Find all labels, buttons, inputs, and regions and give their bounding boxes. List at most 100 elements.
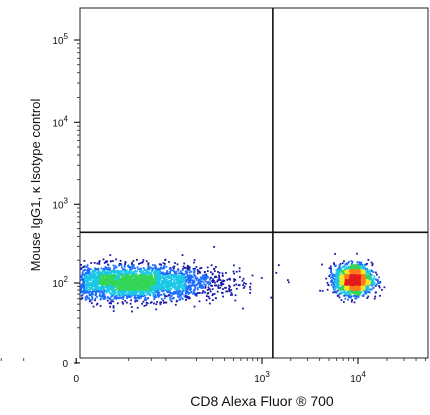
event-dot	[114, 278, 117, 281]
event-dot	[166, 291, 169, 294]
event-dot	[130, 306, 133, 308]
event-dot	[124, 288, 127, 291]
event-dot	[96, 272, 99, 275]
event-dot	[357, 296, 360, 298]
event-dot	[129, 272, 132, 275]
event-dot	[103, 271, 106, 274]
event-dot	[92, 270, 94, 272]
event-dot	[196, 288, 199, 291]
event-dot	[122, 269, 125, 272]
event-dot	[157, 276, 160, 279]
event-dot	[166, 290, 168, 292]
event-dot	[343, 287, 345, 290]
event-dot	[194, 277, 197, 280]
event-dot	[242, 287, 245, 289]
event-dot	[213, 268, 215, 270]
event-dot	[353, 293, 356, 296]
event-dot	[183, 279, 185, 281]
event-dot	[103, 290, 106, 293]
event-dot	[138, 263, 140, 265]
event-dot	[108, 285, 111, 287]
event-dot	[347, 282, 350, 285]
event-dot	[89, 299, 91, 301]
event-dot	[80, 287, 82, 290]
event-dot	[167, 283, 169, 286]
event-dot	[338, 264, 341, 267]
event-dot	[360, 270, 362, 273]
event-dot	[328, 275, 331, 277]
event-dot	[135, 277, 138, 280]
event-dot	[112, 276, 114, 278]
event-dot	[105, 267, 107, 270]
event-dot	[83, 265, 85, 268]
event-dot	[221, 283, 223, 285]
event-dot	[122, 268, 125, 270]
event-dot	[337, 274, 340, 277]
event-dot	[107, 297, 110, 299]
event-dot	[110, 286, 112, 288]
event-dot	[332, 277, 335, 279]
event-dot	[371, 263, 374, 265]
event-dot	[112, 300, 115, 303]
event-dot	[163, 288, 166, 291]
event-dot	[141, 277, 144, 280]
event-dot	[116, 271, 118, 273]
event-dot	[190, 284, 193, 287]
event-dot	[120, 270, 122, 273]
event-dot	[108, 271, 111, 274]
event-dot	[100, 272, 102, 274]
event-dot	[108, 302, 111, 305]
event-dot	[208, 297, 211, 300]
event-dot	[134, 279, 137, 281]
event-dot	[359, 265, 361, 267]
event-dot	[163, 297, 166, 300]
event-dot	[138, 279, 140, 282]
event-dot	[83, 285, 86, 288]
event-dot	[153, 289, 156, 292]
event-dot	[112, 281, 115, 284]
event-dot	[329, 274, 332, 276]
event-dot	[381, 288, 383, 291]
event-dot	[377, 282, 379, 284]
event-dot	[351, 280, 354, 283]
event-dot	[154, 280, 156, 283]
event-dot	[199, 283, 202, 286]
event-dot	[185, 270, 188, 273]
event-dot	[220, 282, 222, 284]
event-dot	[180, 274, 183, 277]
event-dot	[358, 271, 361, 274]
event-dot	[162, 265, 165, 268]
event-dot	[106, 260, 109, 263]
y-axis-title: Mouse IgG1, κ Isotype control	[28, 99, 43, 272]
event-dot	[363, 272, 366, 275]
event-dot	[91, 296, 94, 299]
event-dot	[86, 271, 89, 274]
event-dot	[87, 285, 90, 288]
event-dot	[150, 286, 153, 289]
event-dot	[102, 288, 104, 291]
event-dot	[343, 260, 345, 263]
event-dot	[350, 282, 352, 285]
event-dot	[144, 272, 146, 274]
event-dot	[102, 258, 105, 261]
event-dot	[180, 280, 182, 283]
event-dot	[342, 288, 345, 291]
event-dot	[93, 271, 96, 274]
event-dot	[151, 267, 153, 270]
event-dot	[183, 295, 186, 298]
event-dot	[130, 279, 133, 282]
event-dot	[337, 267, 340, 270]
event-dot	[230, 291, 233, 294]
event-dot	[148, 283, 150, 285]
event-dot	[109, 296, 112, 299]
event-dot	[151, 289, 154, 292]
event-dot	[171, 292, 174, 295]
event-dot	[374, 295, 377, 298]
event-dot	[193, 273, 196, 276]
event-dot	[121, 266, 123, 269]
event-dot	[190, 279, 193, 282]
event-dot	[87, 282, 89, 285]
event-dot	[158, 289, 160, 291]
event-dot	[92, 293, 94, 296]
